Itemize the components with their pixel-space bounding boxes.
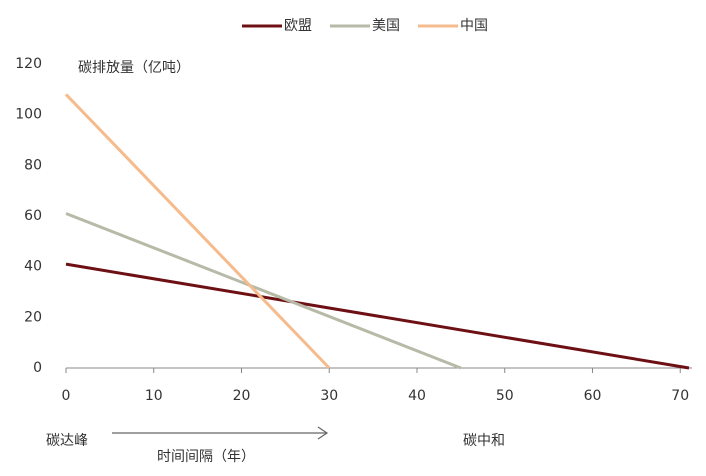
legend-label: 欧盟: [284, 18, 312, 34]
arrow-head: [317, 426, 329, 440]
x-tick-label: 40: [408, 388, 426, 404]
y-tick-label: 40: [24, 259, 42, 275]
legend-label: 美国: [372, 18, 400, 34]
line: [65, 262, 690, 370]
y-tick-label: 80: [24, 157, 42, 173]
y-axis-label: 碳排放量（亿吨）: [78, 60, 190, 76]
line: [64, 93, 331, 370]
x-tick-label: 10: [145, 388, 163, 404]
legend-label: 中国: [460, 18, 488, 34]
y-tick-label: 120: [15, 56, 42, 72]
y-tick-label: 20: [24, 309, 42, 325]
y-tick-label: 0: [33, 360, 42, 376]
annotation: 时间间隔（年）: [157, 449, 255, 465]
x-tick-label: 70: [671, 388, 689, 404]
x-tick-label: 50: [496, 388, 514, 404]
line: [65, 212, 462, 370]
y-tick-label: 60: [24, 208, 42, 224]
x-tick-label: 0: [62, 388, 71, 404]
annotation: 碳达峰: [46, 433, 88, 449]
y-tick-label: 100: [15, 107, 42, 123]
x-tick-label: 20: [233, 388, 251, 404]
annotation: 碳中和: [463, 433, 505, 449]
x-tick-label: 30: [320, 388, 338, 404]
x-tick-label: 60: [584, 388, 602, 404]
